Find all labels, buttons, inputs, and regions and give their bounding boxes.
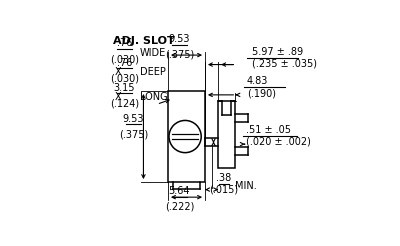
Text: (.222): (.222)	[165, 202, 194, 212]
Text: WIDE: WIDE	[140, 48, 166, 58]
Text: 5.64: 5.64	[169, 186, 190, 196]
Text: 9.53: 9.53	[123, 114, 144, 124]
Text: .76: .76	[117, 38, 132, 48]
Bar	[168, 91, 205, 182]
Text: 3.15: 3.15	[114, 83, 135, 93]
Text: ADJ. SLOT: ADJ. SLOT	[113, 36, 175, 46]
Text: (.124): (.124)	[110, 98, 139, 108]
Text: 4.83: 4.83	[247, 76, 268, 86]
Text: MIN.: MIN.	[235, 181, 257, 191]
Text: (.015): (.015)	[209, 185, 238, 195]
Text: (.030): (.030)	[110, 74, 139, 83]
Circle shape	[169, 121, 201, 153]
Text: LONG: LONG	[140, 92, 167, 102]
Text: (.190): (.190)	[247, 88, 276, 98]
Bar	[218, 102, 235, 168]
Text: .76: .76	[117, 58, 132, 68]
Text: X: X	[115, 92, 122, 102]
Text: 9.53: 9.53	[169, 34, 190, 44]
Text: (.375): (.375)	[119, 130, 148, 139]
Text: 5.97 ± .89: 5.97 ± .89	[252, 46, 304, 57]
Text: .38: .38	[216, 173, 232, 183]
Text: X: X	[115, 67, 122, 77]
Text: (.020 ± .002): (.020 ± .002)	[246, 136, 311, 146]
Text: (.235 ± .035): (.235 ± .035)	[252, 58, 317, 68]
Text: (.375): (.375)	[165, 50, 194, 60]
Text: (.030): (.030)	[110, 54, 139, 64]
Text: .51 ± .05: .51 ± .05	[246, 125, 291, 135]
Text: DEEP: DEEP	[140, 67, 166, 77]
